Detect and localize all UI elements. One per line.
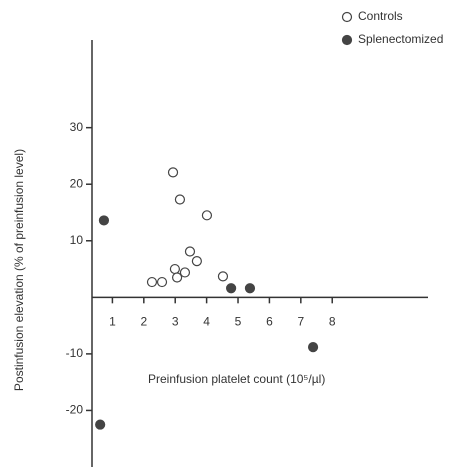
x-tick-label: 6	[266, 315, 273, 329]
point	[307, 342, 319, 353]
y-tick-label: 30	[70, 120, 84, 134]
legend-marker	[341, 34, 353, 46]
point	[169, 263, 181, 275]
point	[156, 276, 168, 288]
point	[191, 256, 202, 267]
x-tick-label: 3	[172, 315, 179, 329]
point	[174, 194, 186, 205]
point	[95, 419, 106, 430]
x-tick-label: 2	[140, 315, 147, 329]
legend-label: Splenectomized	[358, 32, 443, 46]
y-axis-label: Postinfusion elevation (% of preinfusion…	[12, 149, 26, 391]
point	[98, 215, 110, 226]
point	[201, 210, 213, 221]
legend-marker	[341, 11, 353, 23]
x-tick-label: 4	[203, 315, 210, 329]
x-tick-label: 8	[329, 315, 336, 329]
y-tick-label: 20	[70, 176, 84, 190]
y-tick-label: -10	[66, 346, 84, 360]
point	[217, 271, 229, 282]
y-tick-label: 10	[70, 233, 84, 247]
point	[171, 272, 183, 283]
point	[184, 246, 196, 257]
legend-label: Controls	[358, 9, 403, 23]
point	[244, 283, 256, 294]
x-axis-label: Preinfusion platelet count (10⁵/µl)	[148, 372, 325, 386]
point	[146, 276, 158, 288]
x-tick-label: 5	[235, 315, 242, 329]
y-tick-label: -20	[66, 403, 84, 417]
x-tick-label: 7	[297, 315, 304, 329]
x-tick-label: 1	[109, 315, 116, 329]
point	[179, 267, 191, 278]
point	[167, 167, 179, 178]
point	[226, 283, 237, 294]
